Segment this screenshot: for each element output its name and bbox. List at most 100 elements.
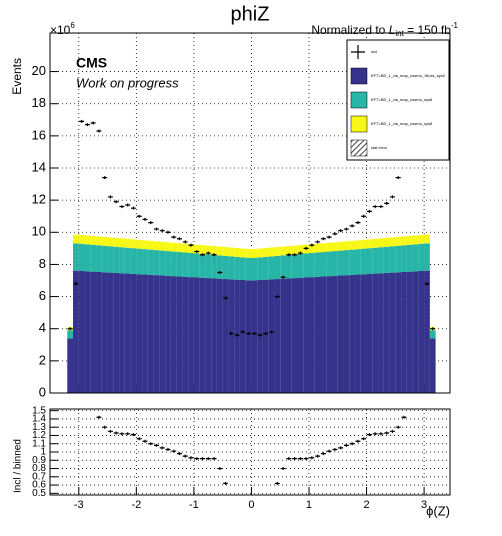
ratio-point xyxy=(355,439,361,443)
stack-bar xyxy=(343,250,350,276)
stack-bar xyxy=(222,279,229,393)
stack-bar xyxy=(395,272,402,393)
y-tick-label: 10 xyxy=(32,224,46,239)
data-point xyxy=(372,205,378,209)
ratio-point xyxy=(395,425,401,429)
stack-bar xyxy=(78,271,85,393)
stack-bar xyxy=(418,271,425,393)
stack-bar xyxy=(320,243,327,253)
data-point xyxy=(280,275,286,279)
stack-bar xyxy=(107,246,114,273)
stack-bar xyxy=(395,236,402,246)
stack-bar xyxy=(78,235,85,244)
stack-bar xyxy=(314,276,321,393)
data-point xyxy=(349,224,355,228)
ratio-point xyxy=(315,454,321,458)
stack-bar xyxy=(285,246,292,255)
stack-bar xyxy=(389,272,396,393)
stack-bar xyxy=(349,249,356,275)
data-point xyxy=(107,195,113,199)
data-point xyxy=(228,332,234,336)
ratio-point xyxy=(297,457,303,461)
stack-bar xyxy=(113,237,120,247)
stack-bar xyxy=(429,330,436,339)
ratio-point xyxy=(332,448,338,452)
data-point xyxy=(165,230,171,234)
stack-bar xyxy=(67,338,74,393)
stack-bar xyxy=(90,235,97,245)
stack-bar xyxy=(274,279,281,393)
y-tick-label: 14 xyxy=(32,159,46,174)
stack-bar xyxy=(216,246,223,256)
norm-part: L xyxy=(389,23,396,37)
stack-bar xyxy=(262,248,269,257)
stack-bar xyxy=(119,273,125,393)
ratio-point xyxy=(384,431,390,435)
stack-bar xyxy=(182,252,189,277)
x-tick-label: 1 xyxy=(306,499,312,511)
stack-bar xyxy=(176,243,183,253)
stack-bar xyxy=(280,278,286,393)
ratio-point xyxy=(136,437,142,441)
mult-part: 6 xyxy=(70,21,75,30)
stack-bar xyxy=(383,272,390,393)
stack-bar xyxy=(245,257,252,281)
data-point xyxy=(73,282,79,286)
stack-bar xyxy=(355,240,361,250)
stack-bar xyxy=(78,243,85,272)
data-point xyxy=(315,240,321,244)
stack-bar xyxy=(222,247,229,256)
stack-bar xyxy=(280,255,286,279)
stack-bar xyxy=(366,273,373,393)
data-point xyxy=(223,296,229,300)
stack-bar xyxy=(234,248,240,257)
stack-bar xyxy=(176,252,183,277)
ratio-point xyxy=(309,456,315,460)
stack-bar xyxy=(303,277,309,393)
data-point xyxy=(176,237,182,241)
data-point xyxy=(251,332,257,336)
stack-bar xyxy=(291,245,298,255)
stack-bar xyxy=(274,247,281,256)
ratio-point xyxy=(148,442,154,446)
stack-bar xyxy=(274,255,281,280)
stack-bar xyxy=(228,279,235,393)
ratio-point xyxy=(113,431,119,435)
data-point xyxy=(79,119,85,123)
x-tick-label: 0 xyxy=(248,499,254,511)
stack-bar xyxy=(412,235,419,245)
mult-part: ×10 xyxy=(50,23,71,37)
stack-bar xyxy=(406,244,413,272)
stack-bar xyxy=(378,238,384,248)
stack-bar xyxy=(165,275,171,393)
stack-bar xyxy=(332,275,338,393)
ratio-point xyxy=(326,449,332,453)
norm-part: -1 xyxy=(451,21,459,30)
stack-bar xyxy=(84,235,91,245)
stack-bar xyxy=(142,240,148,250)
y-tick-label: 8 xyxy=(39,256,46,271)
ratio-point xyxy=(274,481,280,485)
data-point xyxy=(430,327,436,331)
data-point xyxy=(182,240,188,244)
norm-part: Normalized to xyxy=(311,23,388,37)
ratio-point xyxy=(165,448,171,452)
stack-bar xyxy=(406,235,413,245)
ratio-point xyxy=(292,457,298,461)
x-tick-label: -1 xyxy=(189,499,199,511)
stack-bar xyxy=(101,236,108,246)
legend-label: EFT=BD_1_rta_map_cosmo_sys8 xyxy=(371,121,433,126)
stack-bar xyxy=(73,270,79,393)
ratio-point xyxy=(153,443,159,447)
ratio-point xyxy=(401,415,407,419)
legend-swatch xyxy=(350,67,368,85)
ratio-point xyxy=(176,452,182,456)
stack-bar xyxy=(251,280,258,393)
stack-bar xyxy=(113,272,120,393)
stack-bar xyxy=(84,244,91,272)
y-tick-label: 0.6 xyxy=(32,480,46,491)
stack-bar xyxy=(372,247,379,274)
stack-bar xyxy=(153,250,160,276)
stack-bar xyxy=(130,239,137,249)
